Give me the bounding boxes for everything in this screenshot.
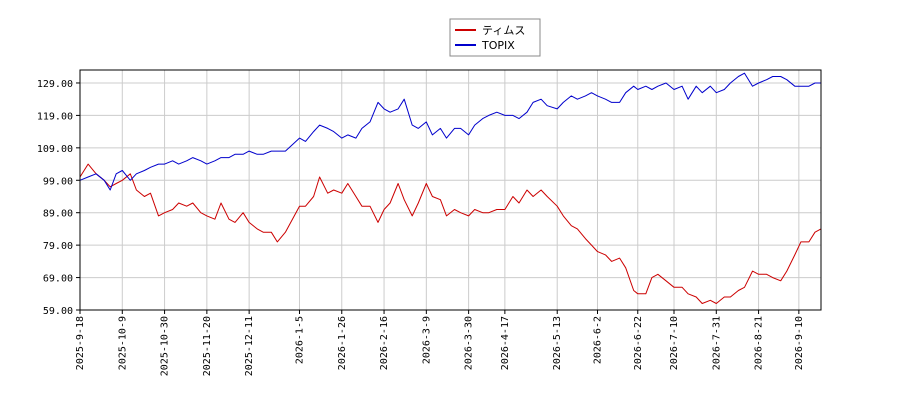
legend-label-timusu: ティムス [482, 24, 525, 37]
series-layer [79, 72, 822, 304]
legend-label-topix: TOPIX [481, 39, 515, 52]
series-line-topix [79, 72, 821, 191]
y-tick-label: 79.00 [43, 241, 73, 252]
legend: ティムス TOPIX [449, 18, 541, 57]
x-tick-label: 2025-10-9 [117, 316, 128, 370]
x-tick-label: 2026-6-22 [633, 316, 644, 370]
plot-frame [79, 69, 822, 311]
x-tick-label: 2025-11-20 [202, 316, 213, 376]
x-tick-label: 2025-12-11 [244, 316, 255, 376]
y-axis: 59.00 69.00 79.00 89.00 99.00 109.00 119.00 129… [37, 79, 80, 317]
x-tick-label: 2026-1-26 [337, 316, 348, 370]
x-tick-label: 2026-8-21 [754, 316, 765, 370]
x-tick-label: 2026-3-9 [421, 316, 432, 364]
y-tick-label: 99.00 [43, 176, 73, 187]
legend-box [449, 18, 541, 57]
y-tick-label: 119.00 [37, 111, 73, 122]
x-tick-label: 2026-2-16 [379, 316, 390, 370]
x-tick-label: 2026-6-2 [592, 316, 603, 364]
x-tick-label: 2026-3-30 [464, 316, 475, 370]
x-tick-label: 2026-9-10 [794, 316, 805, 370]
x-tick-label: 2026-4-17 [500, 316, 511, 370]
x-axis: 2025-9-18 2025-10-9 2025-10-30 2025-11-20 20… [75, 310, 805, 376]
x-tick-label: 2026-7-31 [711, 316, 722, 370]
x-tick-label: 2026-5-13 [552, 316, 563, 370]
x-tick-label: 2025-9-18 [75, 316, 86, 370]
y-tick-label: 59.00 [43, 306, 73, 317]
y-tick-label: 69.00 [43, 274, 73, 285]
y-tick-label: 109.00 [37, 144, 73, 155]
x-tick-label: 2025-10-30 [160, 316, 171, 376]
x-tick-label: 2026-7-10 [669, 316, 680, 370]
plot-area [80, 70, 821, 310]
x-tick-label: 2026-1-5 [294, 316, 305, 364]
series-line-timusu [79, 163, 822, 304]
y-tick-label: 89.00 [43, 209, 73, 220]
y-tick-label: 129.00 [37, 79, 73, 90]
grid [79, 70, 821, 311]
